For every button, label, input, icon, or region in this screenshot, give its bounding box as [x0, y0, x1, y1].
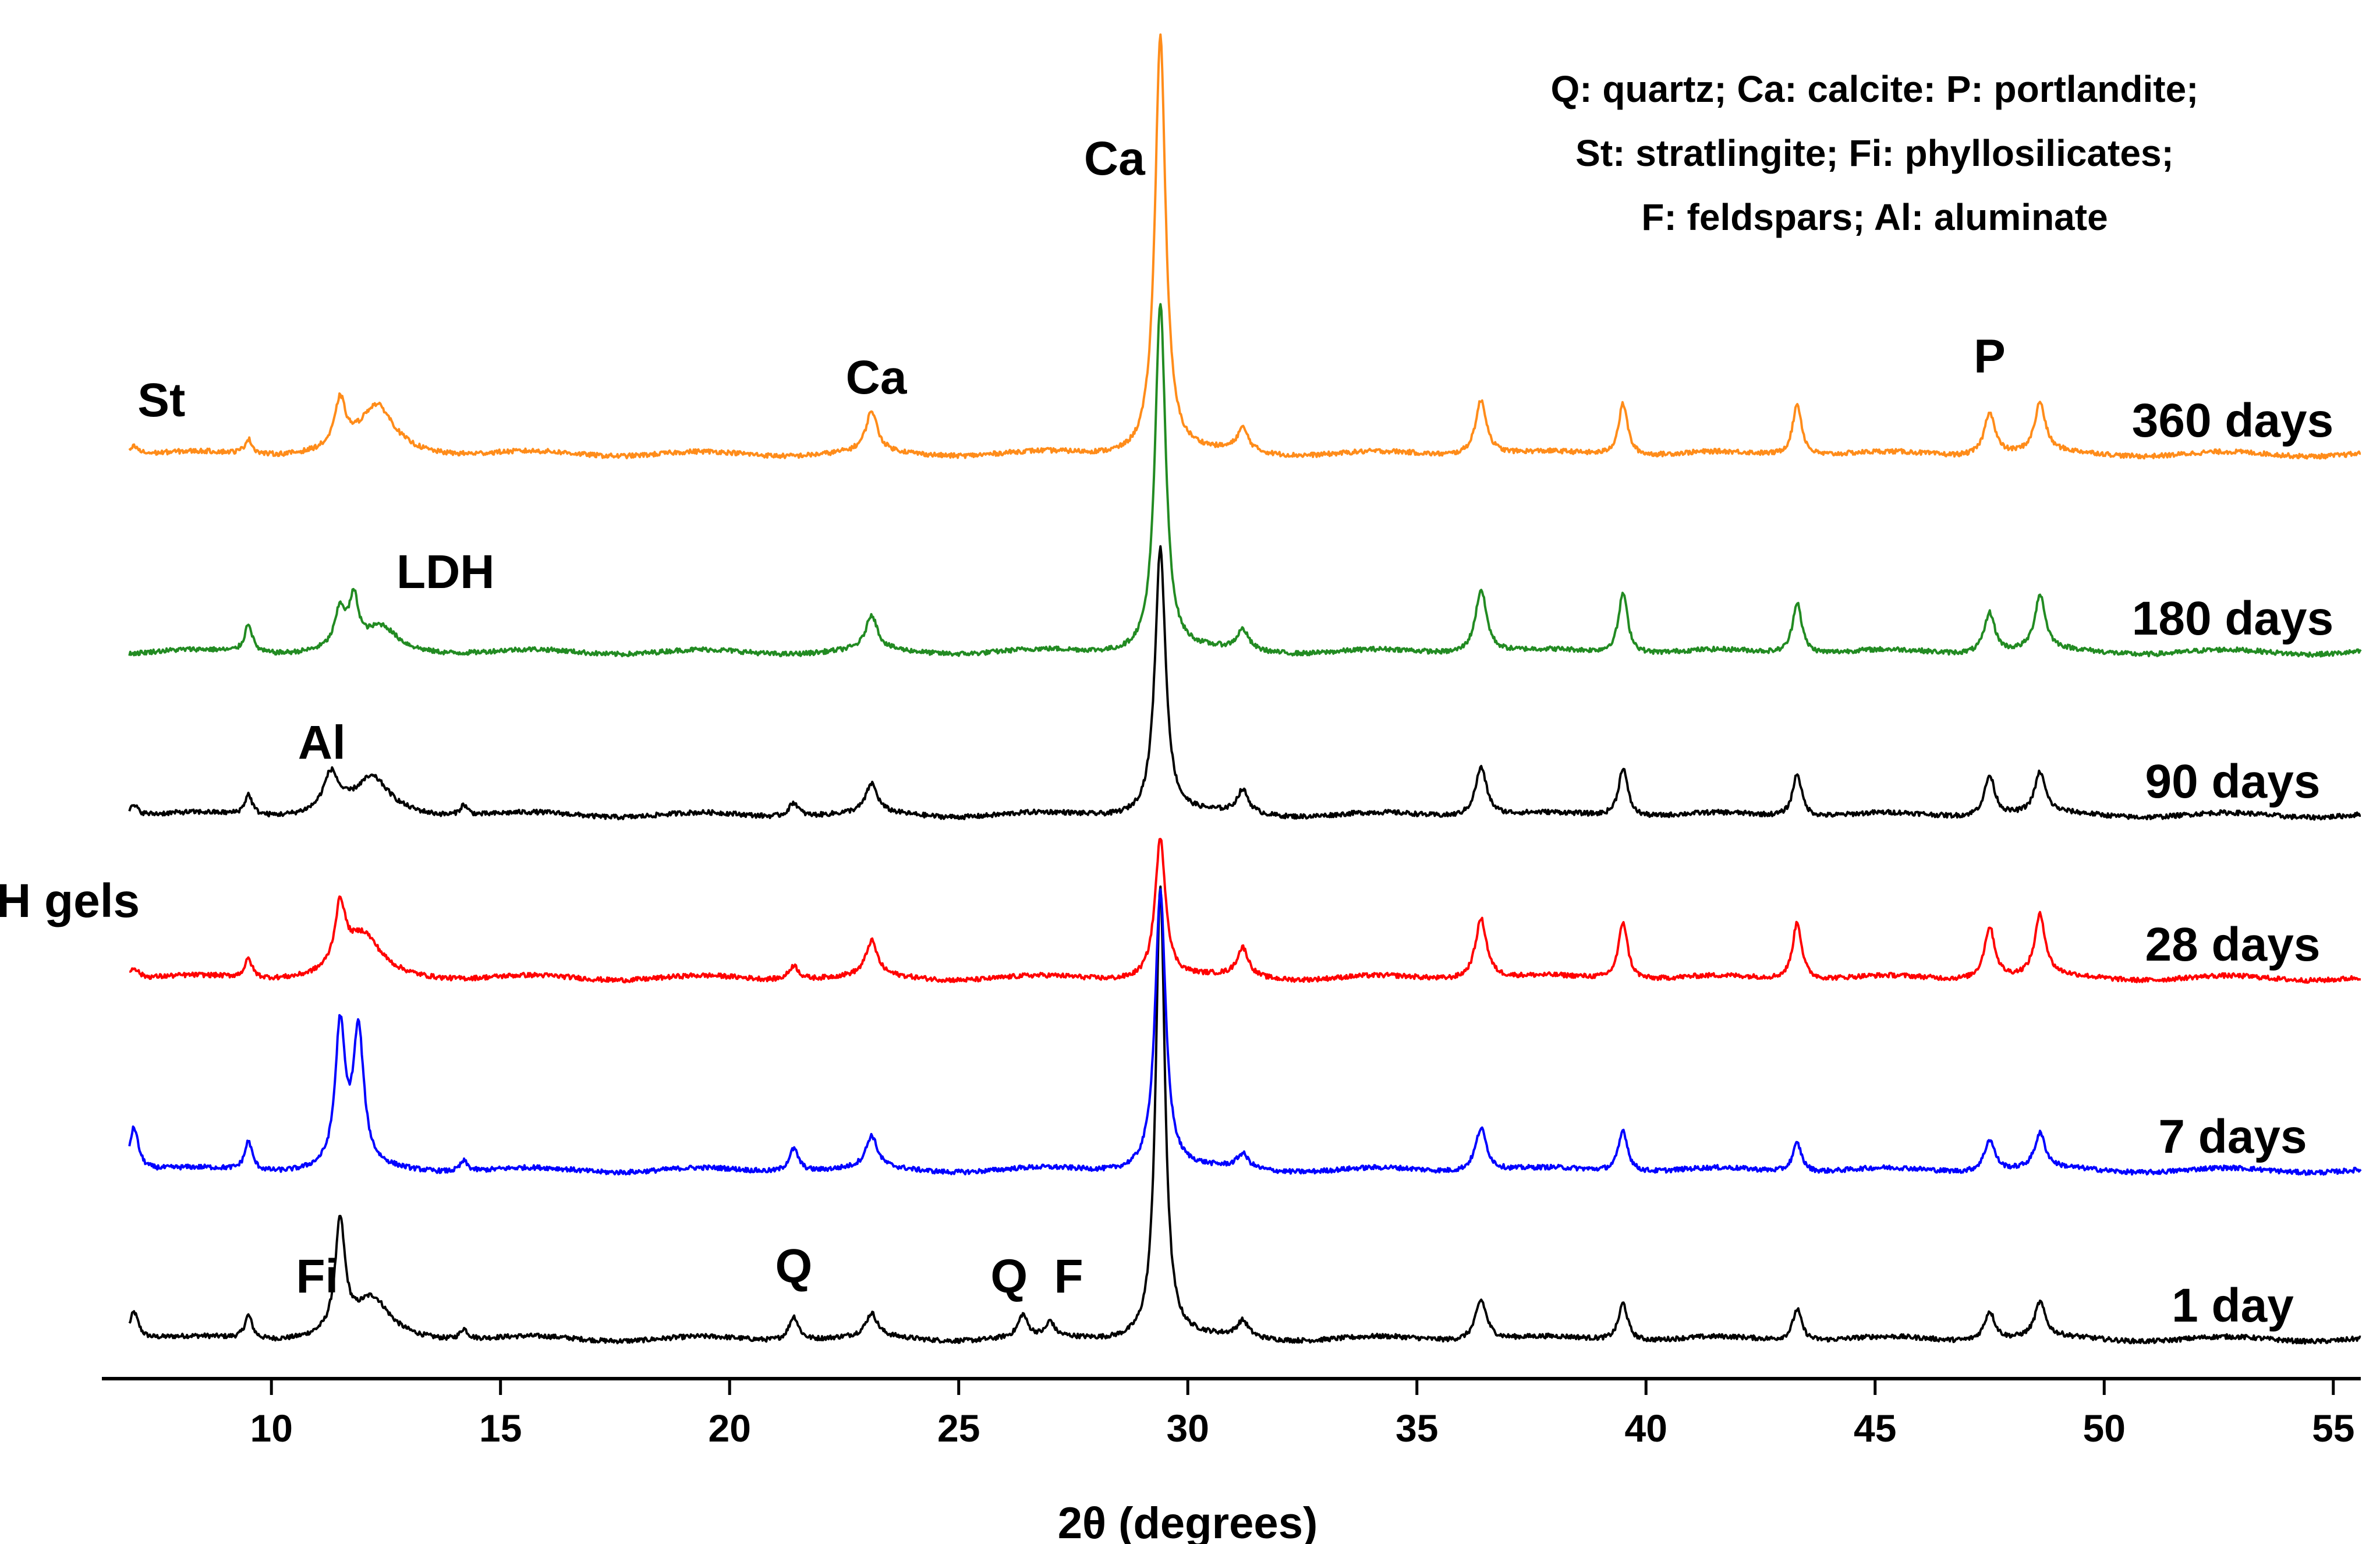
series-label: 360 days [2132, 394, 2334, 447]
series-label: 90 days [2145, 755, 2321, 808]
x-tick-label: 10 [250, 1407, 292, 1450]
series-line-180-days [128, 303, 2362, 658]
series-line-28-days [129, 838, 2361, 984]
series-label: 180 days [2132, 592, 2334, 645]
peak-annotation: Ca [846, 351, 908, 404]
series-line-1-day [128, 885, 2361, 1345]
peak-annotation: Fi [296, 1250, 338, 1303]
peak-annotation: F [1054, 1250, 1083, 1303]
legend-line-3: F: feldspars; Al: aluminate [1641, 196, 2108, 238]
peak-annotation: P [1974, 330, 2006, 383]
x-tick-label: 50 [2083, 1407, 2126, 1450]
x-tick-label: 30 [1167, 1407, 1209, 1450]
peak-annotation: Q [775, 1240, 812, 1292]
peak-annotation: Ca [1084, 132, 1146, 185]
x-tick-label: 45 [1854, 1407, 1896, 1450]
series-line-90-days [128, 545, 2361, 821]
x-tick-label: 20 [709, 1407, 751, 1450]
x-tick-label: 55 [2312, 1407, 2354, 1450]
series-line-7-days [128, 888, 2362, 1176]
series-layer [128, 33, 2362, 1345]
peak-annotation: C-S-H gels [0, 874, 140, 927]
peak-annotation: LDH [396, 546, 495, 599]
series-line-360-days [128, 33, 2361, 460]
x-axis-label: 2θ (degrees) [1058, 1499, 1318, 1544]
x-tick-label: 25 [937, 1407, 980, 1450]
series-labels: 1 day 7 days 28 days 90 days 180 days 360 day… [2132, 394, 2334, 1332]
series-label: 7 days [2158, 1110, 2307, 1163]
x-tick-label: 35 [1396, 1407, 1438, 1450]
series-label: 28 days [2145, 918, 2321, 971]
series-label: 1 day [2172, 1279, 2294, 1332]
x-tick-label: 40 [1625, 1407, 1667, 1450]
x-tick-label: 15 [479, 1407, 522, 1450]
peak-annotation: Al [298, 717, 346, 770]
peak-annotation: St [137, 374, 185, 427]
x-ticks: 10 15 20 25 30 35 40 45 50 55 [250, 1379, 2354, 1450]
legend-line-2: St: stratlingite; Fi: phyllosilicates; [1575, 132, 2174, 174]
legend-line-1: Q: quartz; Ca: calcite: P: portlandite; [1551, 68, 2199, 110]
peak-annotation: Q [990, 1250, 1028, 1303]
